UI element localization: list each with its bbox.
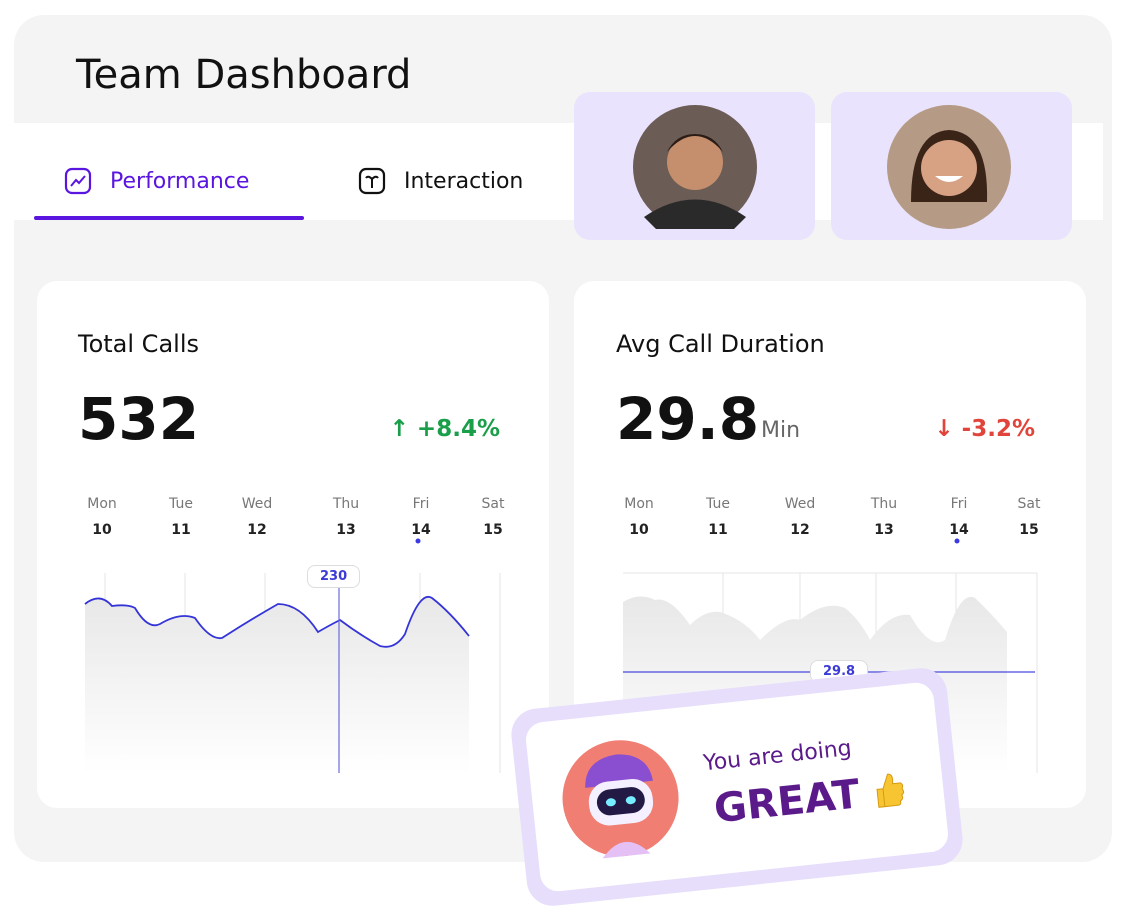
- day-date: 13: [874, 522, 894, 538]
- day-date: 14: [411, 522, 431, 538]
- day-name: Wed: [241, 496, 273, 512]
- card-title: Avg Call Duration: [616, 330, 825, 358]
- tab-underline: [34, 216, 304, 220]
- tab[interactable]: Interaction: [358, 167, 523, 195]
- day-name: Fri: [412, 496, 430, 512]
- thumb-icon: [876, 773, 905, 808]
- tab-icon: [358, 167, 386, 195]
- avatar-tile: [831, 92, 1072, 240]
- day-name: Thu: [332, 496, 360, 512]
- line: [84, 595, 470, 648]
- page-title: Team Dashboard: [76, 52, 412, 98]
- avatar: [633, 105, 757, 229]
- card-value: 532: [78, 385, 200, 453]
- robot-avatar: [562, 740, 679, 859]
- avatar-tile: [574, 92, 815, 240]
- badge-line1: You are doing: [702, 735, 853, 777]
- area: [85, 596, 469, 773]
- day-name: Thu: [870, 496, 898, 512]
- card-unit: Min: [761, 418, 801, 443]
- day-date: 12: [247, 522, 267, 538]
- day-date: 10: [92, 522, 112, 538]
- badge-inner: You are doing GREAT: [524, 681, 950, 893]
- day-name: Sat: [1017, 496, 1041, 512]
- tab-label: Interaction: [404, 168, 524, 194]
- avatar: [887, 105, 1011, 229]
- day-date: 15: [483, 522, 503, 538]
- day-date: 15: [1019, 522, 1039, 538]
- card-value: 29.8: [616, 385, 760, 453]
- day-date: 11: [708, 522, 728, 538]
- tab-icon: [64, 167, 92, 195]
- day-name: Mon: [87, 496, 117, 512]
- day-date: 14: [949, 522, 969, 538]
- badge-line2: GREAT: [711, 771, 862, 833]
- selected-dot: [415, 538, 421, 544]
- tab-label: Performance: [110, 168, 250, 194]
- day-name: Wed: [784, 496, 816, 512]
- tab[interactable]: Performance: [64, 167, 249, 195]
- card-change: ↓ -3.2%: [934, 416, 1035, 442]
- day-name: Mon: [624, 496, 654, 512]
- day-name: Sat: [481, 496, 505, 512]
- selected-dot: [954, 538, 960, 544]
- day-date: 13: [336, 522, 356, 538]
- card-change: ↑ +8.4%: [389, 416, 500, 442]
- day-name: Fri: [950, 496, 968, 512]
- badge: You are doing GREAT: [508, 665, 966, 908]
- day-date: 11: [171, 522, 191, 538]
- chart-tooltip: 230: [307, 565, 361, 588]
- card-title: Total Calls: [78, 330, 199, 358]
- day-name: Tue: [169, 496, 193, 512]
- day-date: 10: [629, 522, 649, 538]
- day-date: 12: [790, 522, 810, 538]
- day-name: Tue: [706, 496, 730, 512]
